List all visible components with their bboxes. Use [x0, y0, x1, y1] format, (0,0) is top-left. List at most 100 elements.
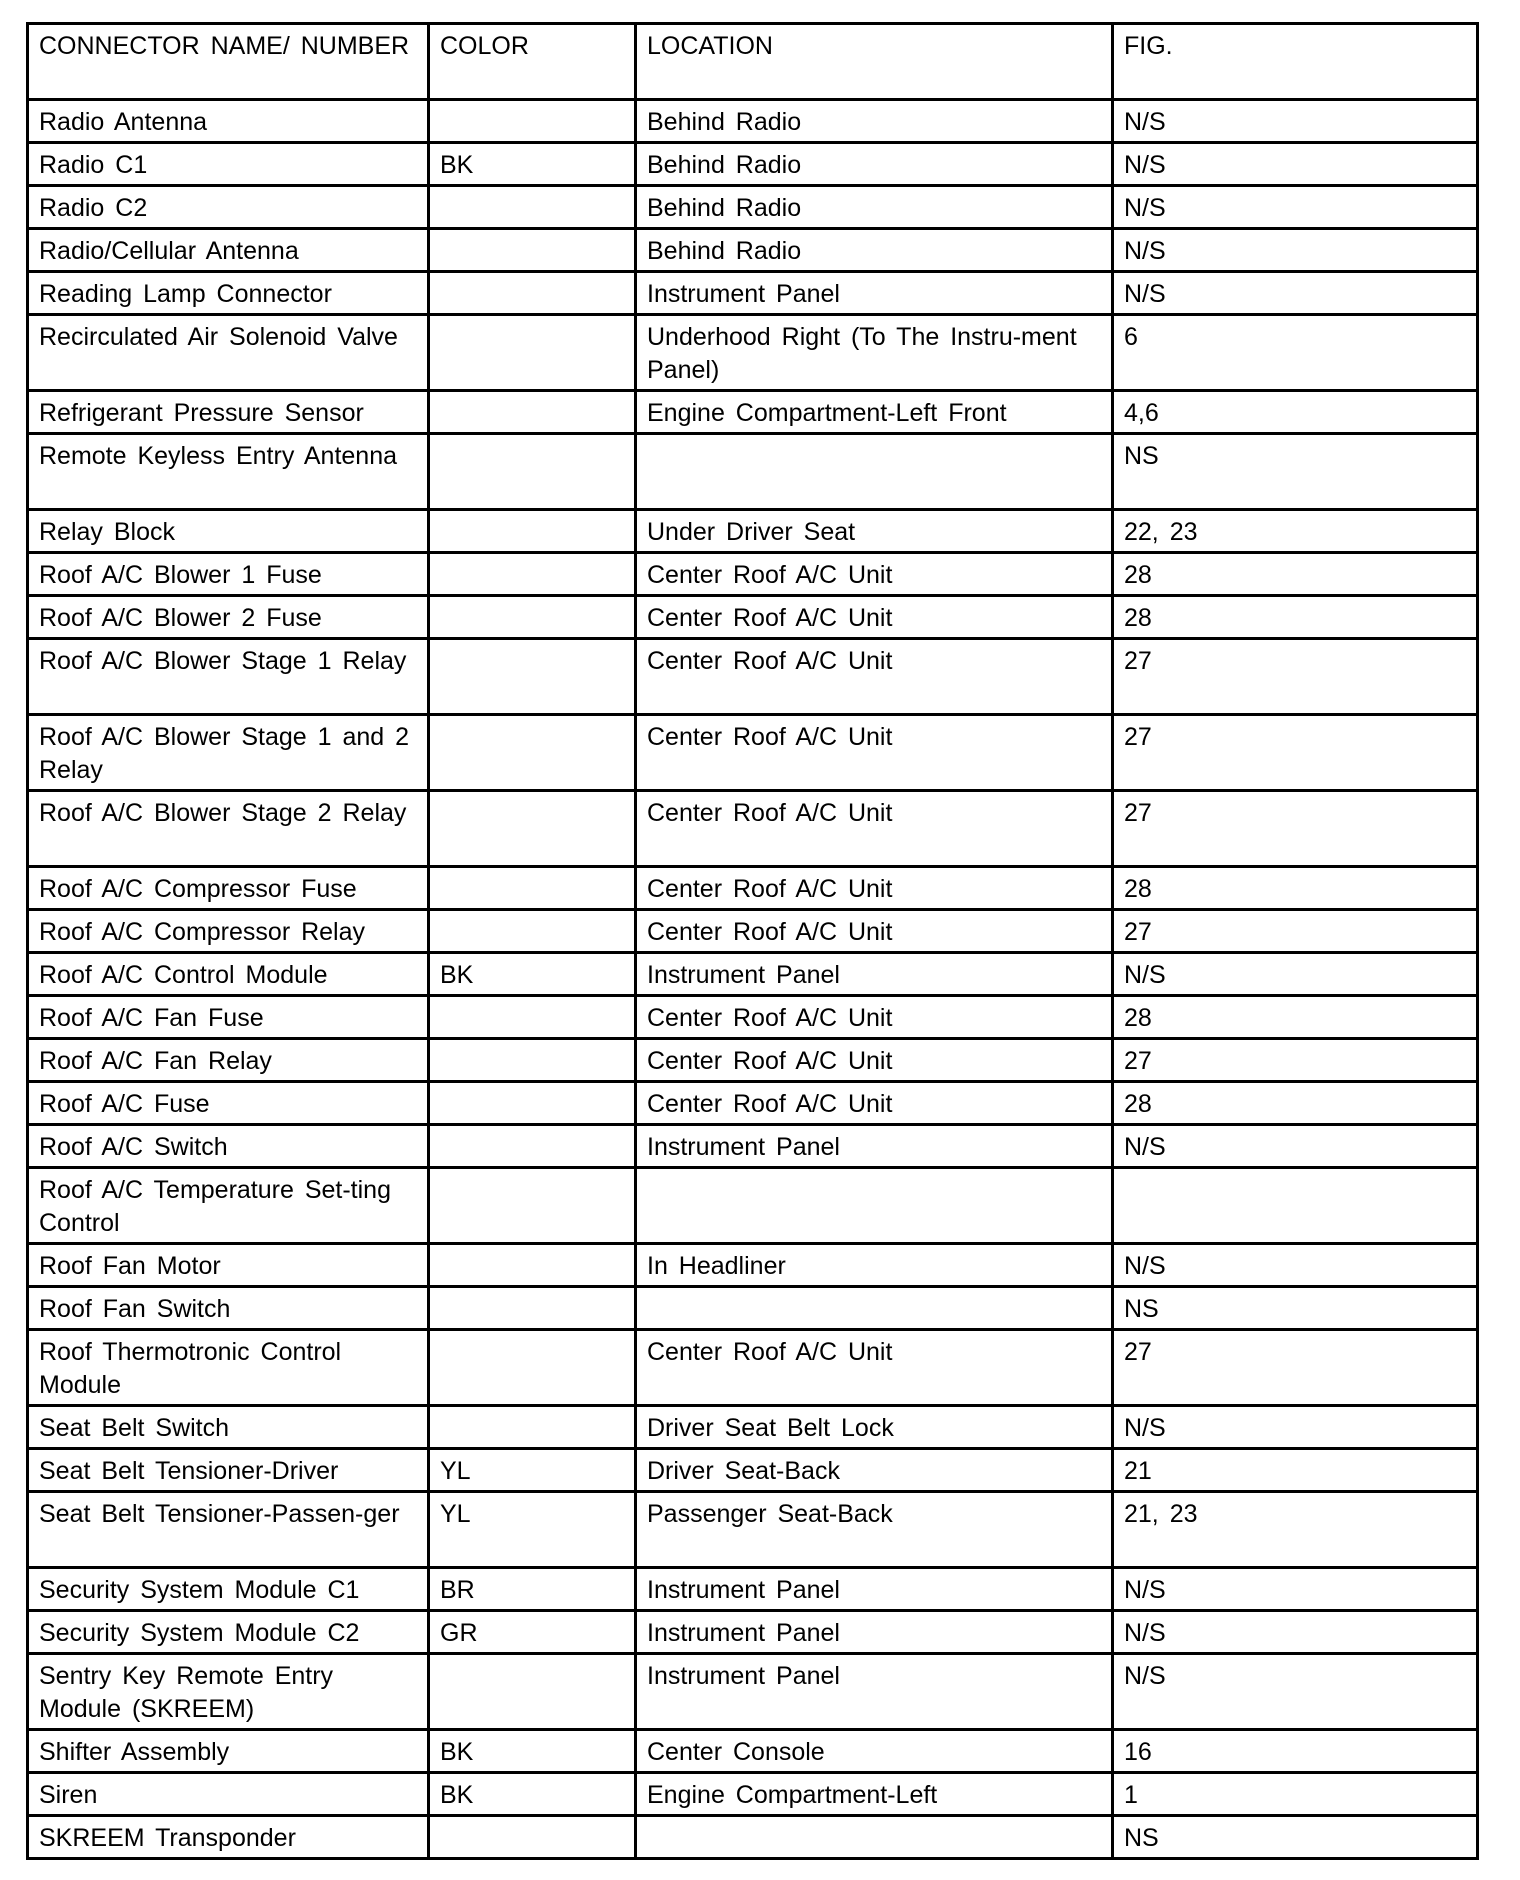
location-cell: Center Roof A/C Unit — [634, 1328, 1114, 1407]
location-cell: Instrument Panel — [634, 951, 1114, 997]
table-row: Security System Module C2 GR Instrument Pa… — [26, 1609, 1479, 1655]
fig-cell: N/S — [1111, 1652, 1479, 1731]
connector-name-cell: Roof A/C Blower Stage 1 and 2 Relay — [26, 713, 430, 792]
table-row: Seat Belt Tensioner-Passen-ger YL Passenge… — [26, 1490, 1479, 1569]
table-row: Radio C1 BK Behind Radio N/S — [26, 141, 1479, 187]
color-cell — [427, 270, 637, 316]
fig-cell: N/S — [1111, 184, 1479, 230]
fig-cell: 27 — [1111, 908, 1479, 954]
table-row: SKREEM Transponder NS — [26, 1814, 1479, 1860]
color-cell — [427, 1123, 637, 1169]
location-cell: Driver Seat Belt Lock — [634, 1404, 1114, 1450]
connector-name-cell: Roof A/C Fuse — [26, 1080, 430, 1126]
table-row: Seat Belt Switch Driver Seat Belt Lock N/S — [26, 1404, 1479, 1450]
fig-cell: N/S — [1111, 98, 1479, 144]
connector-name-cell: Seat Belt Switch — [26, 1404, 430, 1450]
color-cell — [427, 713, 637, 792]
color-cell — [427, 227, 637, 273]
fig-cell: 27 — [1111, 1037, 1479, 1083]
table-row: Radio/Cellular Antenna Behind Radio N/S — [26, 227, 1479, 273]
connector-name-cell: Relay Block — [26, 508, 430, 554]
fig-cell: 28 — [1111, 1080, 1479, 1126]
header-location: LOCATION — [634, 22, 1114, 101]
fig-cell: 28 — [1111, 994, 1479, 1040]
location-cell: Center Roof A/C Unit — [634, 713, 1114, 792]
color-cell — [427, 389, 637, 435]
location-cell: Behind Radio — [634, 227, 1114, 273]
color-cell — [427, 1285, 637, 1331]
location-cell — [634, 1285, 1114, 1331]
color-cell — [427, 789, 637, 868]
table-row: Roof A/C Blower 1 Fuse Center Roof A/C Un… — [26, 551, 1479, 597]
color-cell: BK — [427, 141, 637, 187]
connector-name-cell: Roof Fan Switch — [26, 1285, 430, 1331]
location-cell: Instrument Panel — [634, 1652, 1114, 1731]
color-cell — [427, 1037, 637, 1083]
table-row: Shifter Assembly BK Center Console 16 — [26, 1728, 1479, 1774]
fig-cell: N/S — [1111, 1609, 1479, 1655]
fig-cell: 27 — [1111, 789, 1479, 868]
color-cell: BK — [427, 1728, 637, 1774]
fig-cell: N/S — [1111, 1566, 1479, 1612]
fig-cell: 28 — [1111, 865, 1479, 911]
table-row: Siren BK Engine Compartment-Left 1 — [26, 1771, 1479, 1817]
connector-name-cell: Recirculated Air Solenoid Valve — [26, 313, 430, 392]
connector-name-cell: Roof A/C Fan Relay — [26, 1037, 430, 1083]
connector-name-cell: Seat Belt Tensioner-Driver — [26, 1447, 430, 1493]
fig-cell: NS — [1111, 1285, 1479, 1331]
fig-cell: 6 — [1111, 313, 1479, 392]
table-row: Roof Thermotronic Control Module Center R… — [26, 1328, 1479, 1407]
color-cell — [427, 865, 637, 911]
location-cell: Center Roof A/C Unit — [634, 637, 1114, 716]
table-row: Seat Belt Tensioner-Driver YL Driver Seat-… — [26, 1447, 1479, 1493]
color-cell — [427, 313, 637, 392]
color-cell — [427, 994, 637, 1040]
connector-name-cell: Radio/Cellular Antenna — [26, 227, 430, 273]
table-row: Roof Fan Motor In Headliner N/S — [26, 1242, 1479, 1288]
fig-cell: N/S — [1111, 1404, 1479, 1450]
table-row: Roof A/C Blower Stage 1 Relay Center Roof… — [26, 637, 1479, 716]
location-cell: Instrument Panel — [634, 1609, 1114, 1655]
connector-name-cell: Roof Fan Motor — [26, 1242, 430, 1288]
location-cell — [634, 1166, 1114, 1245]
fig-cell: 22, 23 — [1111, 508, 1479, 554]
fig-cell: 27 — [1111, 1328, 1479, 1407]
table-row: Roof A/C Compressor Fuse Center Roof A/C … — [26, 865, 1479, 911]
color-cell: BK — [427, 951, 637, 997]
table-row: Roof A/C Fan Relay Center Roof A/C Unit 27 — [26, 1037, 1479, 1083]
location-cell: Center Roof A/C Unit — [634, 1037, 1114, 1083]
table-row: Radio C2 Behind Radio N/S — [26, 184, 1479, 230]
connector-name-cell: Security System Module C1 — [26, 1566, 430, 1612]
connector-name-cell: Reading Lamp Connector — [26, 270, 430, 316]
connector-name-cell: SKREEM Transponder — [26, 1814, 430, 1860]
color-cell — [427, 432, 637, 511]
table-row: Roof Fan Switch NS — [26, 1285, 1479, 1331]
fig-cell: N/S — [1111, 141, 1479, 187]
connector-name-cell: Shifter Assembly — [26, 1728, 430, 1774]
location-cell — [634, 432, 1114, 511]
connector-table: CONNECTOR NAME/ NUMBER COLOR LOCATION FI… — [26, 22, 1479, 1860]
location-cell: Center Roof A/C Unit — [634, 789, 1114, 868]
fig-cell: 27 — [1111, 637, 1479, 716]
color-cell — [427, 1404, 637, 1450]
table-row: Recirculated Air Solenoid Valve Underhood… — [26, 313, 1479, 392]
color-cell — [427, 1814, 637, 1860]
connector-name-cell: Radio C1 — [26, 141, 430, 187]
location-cell: Center Roof A/C Unit — [634, 865, 1114, 911]
connector-name-cell: Roof A/C Compressor Relay — [26, 908, 430, 954]
fig-cell: NS — [1111, 432, 1479, 511]
color-cell — [427, 184, 637, 230]
location-cell: Engine Compartment-Left — [634, 1771, 1114, 1817]
location-cell: Instrument Panel — [634, 1566, 1114, 1612]
table-row: Roof A/C Switch Instrument Panel N/S — [26, 1123, 1479, 1169]
table-row: Roof A/C Fan Fuse Center Roof A/C Unit 28 — [26, 994, 1479, 1040]
location-cell: Driver Seat-Back — [634, 1447, 1114, 1493]
connector-name-cell: Roof A/C Blower Stage 1 Relay — [26, 637, 430, 716]
header-fig: FIG. — [1111, 22, 1479, 101]
fig-cell: 21 — [1111, 1447, 1479, 1493]
color-cell: GR — [427, 1609, 637, 1655]
fig-cell: 21, 23 — [1111, 1490, 1479, 1569]
table-row: Security System Module C1 BR Instrument Pa… — [26, 1566, 1479, 1612]
fig-cell: N/S — [1111, 270, 1479, 316]
location-cell: In Headliner — [634, 1242, 1114, 1288]
